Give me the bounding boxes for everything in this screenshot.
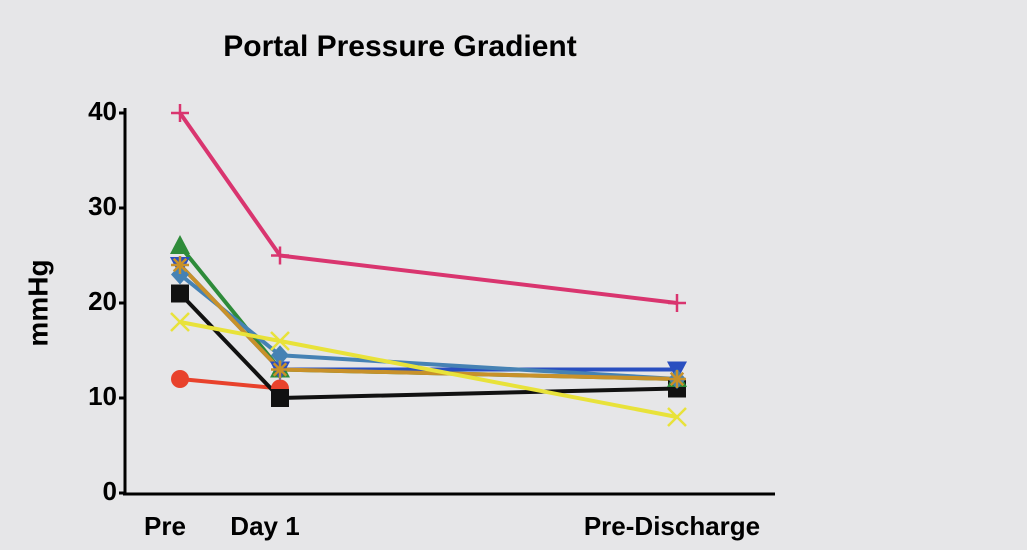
chart-title: Portal Pressure Gradient [223,30,576,63]
y-tick-label: 0 [103,476,117,506]
x-tick-label: Day 1 [230,511,299,541]
y-tick-label: 20 [88,286,117,316]
marker [271,345,289,366]
series-line [179,377,281,391]
marker [668,370,686,388]
marker [171,104,189,122]
x-tick-label: Pre [144,511,186,541]
y-tick-label: 10 [88,381,117,411]
marker [271,389,289,407]
marker [170,312,190,332]
marker [171,256,189,274]
y-axis-label: mmHg [22,259,53,346]
marker [170,235,190,254]
y-tick-label: 40 [88,96,117,126]
y-tick-label: 30 [88,191,117,221]
marker [668,294,686,312]
x-tick-label: Pre-Discharge [584,511,760,541]
marker [271,246,289,265]
marker [270,331,290,351]
marker [667,407,687,427]
marker [171,370,189,388]
marker [271,360,289,379]
marker [171,284,189,303]
